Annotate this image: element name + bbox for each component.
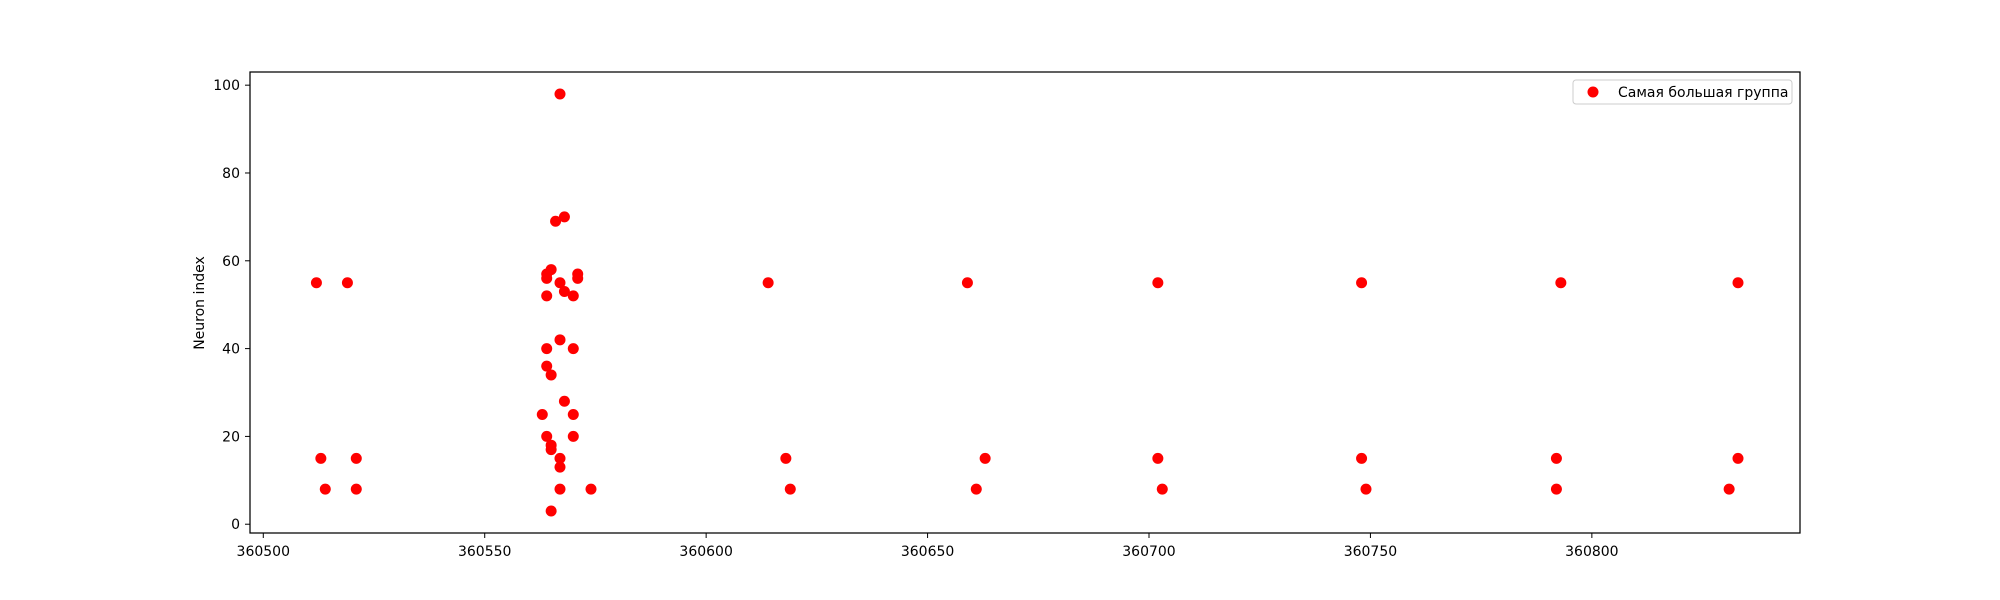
data-points — [310, 88, 1744, 517]
data-point — [541, 272, 553, 284]
x-tick-label: 360600 — [679, 544, 732, 560]
x-tick-label: 360750 — [1344, 544, 1397, 560]
data-point — [1732, 277, 1744, 289]
data-point — [558, 286, 570, 298]
data-point — [970, 483, 982, 495]
x-tick-label: 360700 — [1122, 544, 1175, 560]
data-point — [1723, 483, 1735, 495]
data-point — [567, 343, 579, 355]
data-point — [1156, 483, 1168, 495]
data-point — [554, 334, 566, 346]
x-axis: 360500 360550 360600 360650 360700 360750 3608… — [237, 533, 1619, 560]
legend: Самая большая группа — [1572, 79, 1793, 105]
data-point — [554, 277, 566, 289]
y-tick-label: 40 — [222, 342, 240, 358]
legend-marker — [1587, 86, 1599, 98]
data-point — [350, 452, 362, 464]
data-point — [541, 360, 553, 372]
data-point — [341, 277, 353, 289]
data-point — [762, 277, 774, 289]
data-point — [310, 277, 322, 289]
data-point — [961, 277, 973, 289]
data-point — [315, 452, 327, 464]
data-point — [1356, 452, 1368, 464]
data-point — [567, 408, 579, 420]
data-point — [567, 430, 579, 442]
data-point — [558, 211, 570, 223]
data-point — [541, 343, 553, 355]
data-point — [1360, 483, 1372, 495]
y-axis-label: Neuron index — [192, 256, 208, 350]
x-tick-label: 360800 — [1565, 544, 1618, 560]
data-point — [1732, 452, 1744, 464]
data-point — [1550, 483, 1562, 495]
y-tick-label: 80 — [222, 166, 240, 182]
data-point — [545, 444, 557, 456]
x-tick-label: 360650 — [901, 544, 954, 560]
data-point — [541, 430, 553, 442]
x-tick-label: 360500 — [237, 544, 290, 560]
y-tick-label: 60 — [222, 254, 240, 270]
data-point — [572, 272, 584, 284]
data-point — [558, 395, 570, 407]
data-point — [979, 452, 991, 464]
y-tick-label: 100 — [213, 78, 240, 94]
data-point — [784, 483, 796, 495]
y-axis: 0 20 40 60 80 100 — [213, 78, 250, 533]
data-point — [536, 408, 548, 420]
data-point — [541, 290, 553, 302]
data-point — [545, 505, 557, 517]
data-point — [554, 452, 566, 464]
legend-label: Самая большая группа — [1618, 85, 1788, 101]
data-point — [554, 461, 566, 473]
data-point — [1550, 452, 1562, 464]
data-point — [1356, 277, 1368, 289]
data-point — [585, 483, 597, 495]
data-point — [550, 215, 562, 227]
data-point — [554, 88, 566, 100]
y-tick-label: 0 — [231, 517, 240, 533]
x-tick-label: 360550 — [458, 544, 511, 560]
data-point — [554, 483, 566, 495]
y-tick-label: 20 — [222, 429, 240, 445]
data-point — [780, 452, 792, 464]
data-point — [350, 483, 362, 495]
data-point — [545, 369, 557, 381]
legend-box — [1572, 79, 1793, 105]
data-point — [319, 483, 331, 495]
data-point — [1152, 452, 1164, 464]
plot-area-frame — [249, 71, 1801, 534]
data-point — [1555, 277, 1567, 289]
data-point — [567, 290, 579, 302]
data-point — [1152, 277, 1164, 289]
